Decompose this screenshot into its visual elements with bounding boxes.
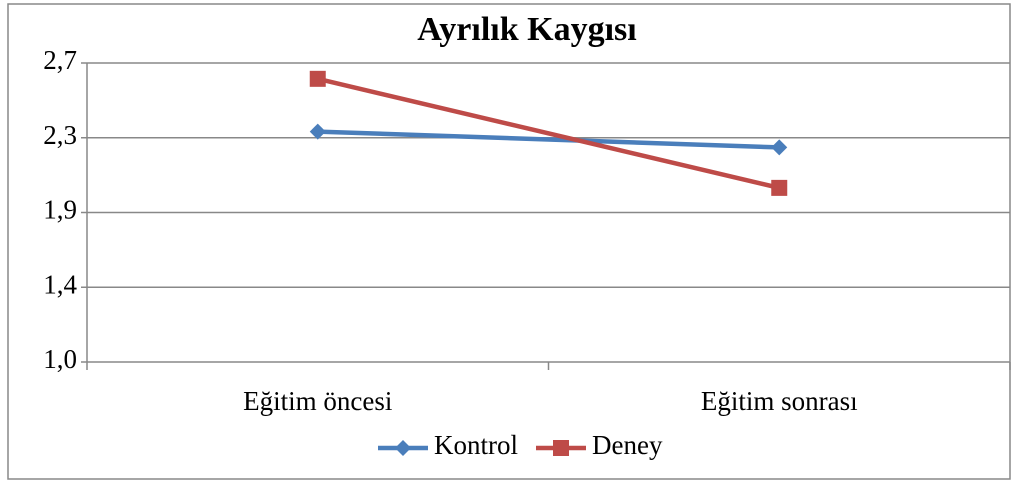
chart-border <box>7 3 1011 480</box>
legend-label: Kontrol <box>434 430 518 460</box>
y-tick-label: 2,7 <box>43 45 77 75</box>
data-point <box>771 139 788 156</box>
legend-marker <box>395 440 411 456</box>
data-point <box>771 179 788 196</box>
x-tick-label: Eğitim sonrası <box>701 386 858 416</box>
y-tick-label: 2,3 <box>43 120 77 150</box>
data-point <box>309 70 326 87</box>
legend-marker <box>553 440 569 456</box>
chart-title: Ayrılık Kaygısı <box>417 11 636 48</box>
y-tick-label: 1,9 <box>43 195 77 225</box>
series-line <box>317 76 780 191</box>
x-tick-label: Eğitim öncesi <box>243 386 392 416</box>
data-point <box>309 123 326 140</box>
y-tick-label: 1,0 <box>43 344 77 374</box>
legend-label: Deney <box>592 430 663 460</box>
series-line <box>317 129 780 150</box>
y-tick-label: 1,4 <box>43 269 77 299</box>
